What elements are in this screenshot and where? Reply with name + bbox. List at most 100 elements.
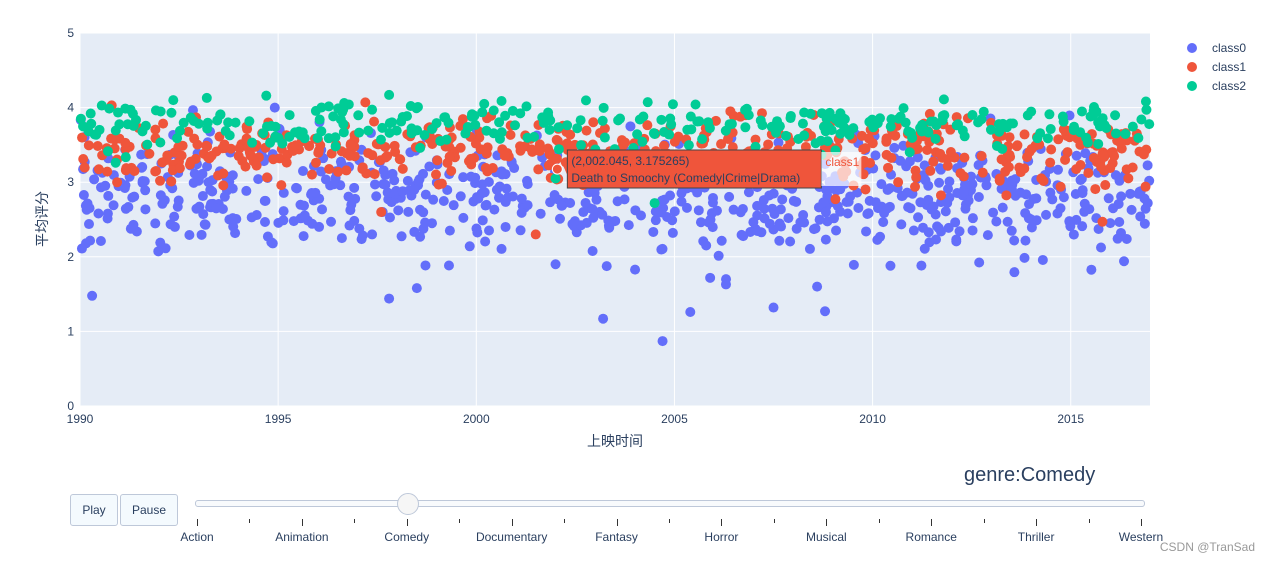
class0-point: [884, 183, 895, 194]
class0-point: [705, 272, 716, 283]
class0-point: [480, 200, 491, 211]
class0-point: [516, 207, 527, 218]
class1-point: [281, 157, 292, 168]
class1-point: [1060, 154, 1071, 165]
class0-point: [737, 203, 748, 214]
class1-point: [863, 133, 874, 144]
slider-step-musical[interactable]: Musical: [805, 530, 847, 544]
legend-label-class0[interactable]: class0: [1212, 41, 1246, 55]
class1-point: [659, 140, 670, 151]
legend-label-class1[interactable]: class1: [1212, 60, 1246, 74]
class0-point: [420, 189, 431, 200]
class0-point: [966, 171, 977, 182]
play-button[interactable]: Play: [70, 494, 118, 526]
class2-points: [75, 89, 1155, 209]
class2-point: [466, 111, 477, 122]
slider-handle[interactable]: [396, 493, 419, 515]
class0-point: [878, 217, 889, 228]
class2-point: [1076, 106, 1087, 117]
class2-point: [419, 129, 430, 140]
class2-point: [104, 103, 115, 114]
class1-point: [1121, 164, 1132, 175]
class2-point: [797, 118, 808, 129]
class0-point: [752, 200, 763, 211]
class0-points: [75, 102, 1155, 347]
class1-point: [114, 133, 125, 144]
class0-point: [777, 194, 788, 205]
class2-point: [638, 111, 649, 122]
class0-point: [477, 215, 488, 226]
class1-point: [642, 120, 653, 131]
class2-point: [642, 97, 653, 108]
slider-step-comedy[interactable]: Comedy: [384, 530, 430, 544]
class1-point: [860, 143, 871, 154]
class2-point: [397, 111, 408, 122]
class0-point: [630, 205, 641, 216]
class2-point: [178, 117, 189, 128]
class2-point: [1081, 132, 1092, 143]
class2-point: [85, 108, 96, 119]
class1-point: [242, 124, 253, 135]
slider-major-tick: [511, 519, 513, 526]
class2-point: [632, 129, 643, 140]
legend[interactable]: class0 class1 class2: [1187, 41, 1246, 93]
slider-step-horror[interactable]: Horror: [704, 530, 739, 544]
class0-point: [396, 231, 407, 242]
class0-point: [1105, 218, 1116, 229]
slider-step-animation[interactable]: Animation: [275, 530, 329, 544]
class0-point: [864, 195, 875, 206]
class0-point: [556, 200, 567, 211]
class1-point: [436, 178, 447, 189]
class0-point: [711, 205, 722, 216]
class0-point: [219, 191, 230, 202]
hover-box: [566, 149, 822, 189]
class0-point: [738, 231, 749, 242]
class0-point: [1006, 225, 1017, 236]
class0-point: [227, 170, 238, 181]
class0-point: [370, 179, 381, 190]
slider-step-fantasy[interactable]: Fantasy: [595, 530, 638, 544]
slider-step-thriller[interactable]: Thriller: [1017, 530, 1055, 544]
class1-point: [357, 162, 368, 173]
class1-point: [369, 169, 380, 180]
class2-point: [185, 112, 196, 123]
class0-point: [1019, 252, 1030, 263]
slider-step-western[interactable]: Western: [1118, 530, 1164, 544]
class1-point: [534, 145, 545, 156]
class1-point: [102, 166, 113, 177]
class0-point: [150, 218, 161, 229]
class2-point: [1110, 128, 1121, 139]
class1-point: [1045, 157, 1056, 168]
class0-point: [814, 214, 825, 225]
class0-point: [933, 223, 944, 234]
slider-step-documentary[interactable]: Documentary: [475, 530, 548, 544]
class2-point: [316, 102, 327, 113]
class0-point: [535, 208, 546, 219]
class0-point: [1045, 187, 1056, 198]
class2-point: [686, 124, 697, 135]
legend-label-class2[interactable]: class2: [1212, 79, 1246, 93]
class1-point: [341, 165, 352, 176]
class2-point: [637, 136, 648, 147]
class0-point: [140, 204, 151, 215]
class0-point: [382, 187, 393, 198]
class1-point: [1088, 152, 1099, 163]
class0-point: [197, 191, 208, 202]
class0-point: [444, 225, 455, 236]
slider-rail[interactable]: [195, 500, 1145, 507]
slider-step-romance[interactable]: Romance: [905, 530, 957, 544]
pause-button[interactable]: Pause: [120, 494, 178, 526]
class1-point: [935, 190, 946, 201]
class0-point: [278, 187, 289, 198]
slider-major-tick: [721, 519, 723, 526]
class1-point: [994, 173, 1005, 184]
slider-step-action[interactable]: Action: [180, 530, 214, 544]
class0-point: [943, 222, 954, 233]
class0-point: [920, 175, 931, 186]
class1-point: [144, 148, 155, 159]
class0-point: [810, 223, 821, 234]
class1-point: [1055, 181, 1066, 192]
class1-point: [166, 176, 177, 187]
class2-point: [122, 119, 133, 130]
class0-point: [842, 208, 853, 219]
